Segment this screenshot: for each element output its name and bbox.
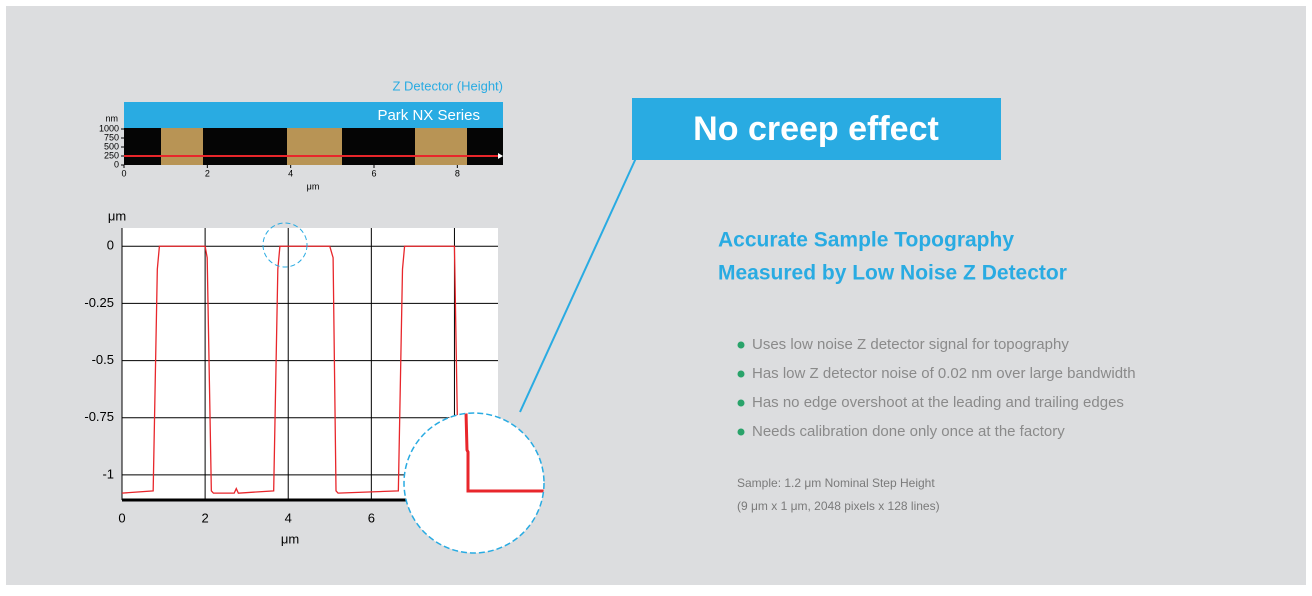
- image-y-unit: nm: [105, 113, 118, 123]
- afm-step: [161, 128, 203, 165]
- bullet-text: Has no edge overshoot at the leading and…: [752, 394, 1124, 411]
- x-tick-label: 4: [285, 510, 292, 525]
- y-tick-label: -1: [102, 466, 114, 481]
- bullet-text: Uses low noise Z detector signal for top…: [752, 336, 1069, 353]
- image-y-tick-label: 500: [104, 141, 119, 151]
- x-tick-label: 2: [201, 510, 208, 525]
- image-y-tick-label: 1000: [99, 123, 119, 133]
- sample-note: Sample: 1.2 μm Nominal Step Height: [737, 476, 935, 490]
- y-tick-label: -0.5: [92, 352, 114, 367]
- bullet-dot: [738, 342, 745, 349]
- x-axis-label: μm: [281, 531, 299, 546]
- heading: Measured by Low Noise Z Detector: [718, 262, 1067, 285]
- image-y-tick-label: 0: [114, 159, 119, 169]
- image-x-unit: μm: [307, 181, 320, 191]
- image-x-tick-label: 8: [455, 168, 460, 178]
- y-tick-label: -0.75: [84, 409, 114, 424]
- bullet-text: Needs calibration done only once at the …: [752, 423, 1065, 440]
- x-tick-label: 6: [368, 510, 375, 525]
- image-x-tick-label: 6: [371, 168, 376, 178]
- callout-text: No creep effect: [693, 110, 939, 148]
- heading: Accurate Sample Topography: [718, 229, 1014, 252]
- y-axis-label: μm: [108, 208, 126, 223]
- bullet-dot: [738, 400, 745, 407]
- image-y-tick-label: 750: [104, 132, 119, 142]
- y-tick-label: -0.25: [84, 295, 114, 310]
- afm-step: [415, 128, 467, 165]
- image-x-tick-label: 2: [205, 168, 210, 178]
- bullet-dot: [738, 371, 745, 378]
- page: Z Detector (Height) Park NX Series nm μm…: [0, 0, 1312, 591]
- x-tick-label: 0: [118, 510, 125, 525]
- image-title: Z Detector (Height): [392, 78, 503, 93]
- image-x-tick-label: 0: [121, 168, 126, 178]
- image-header: Park NX Series: [377, 107, 480, 124]
- image-y-tick-label: 250: [104, 150, 119, 160]
- y-tick-label: 0: [107, 238, 114, 253]
- sample-note: (9 μm x 1 μm, 2048 pixels x 128 lines): [737, 499, 940, 513]
- bullet-dot: [738, 429, 745, 436]
- afm-step: [287, 128, 342, 165]
- bullet-text: Has low Z detector noise of 0.02 nm over…: [752, 365, 1136, 382]
- image-x-tick-label: 4: [288, 168, 293, 178]
